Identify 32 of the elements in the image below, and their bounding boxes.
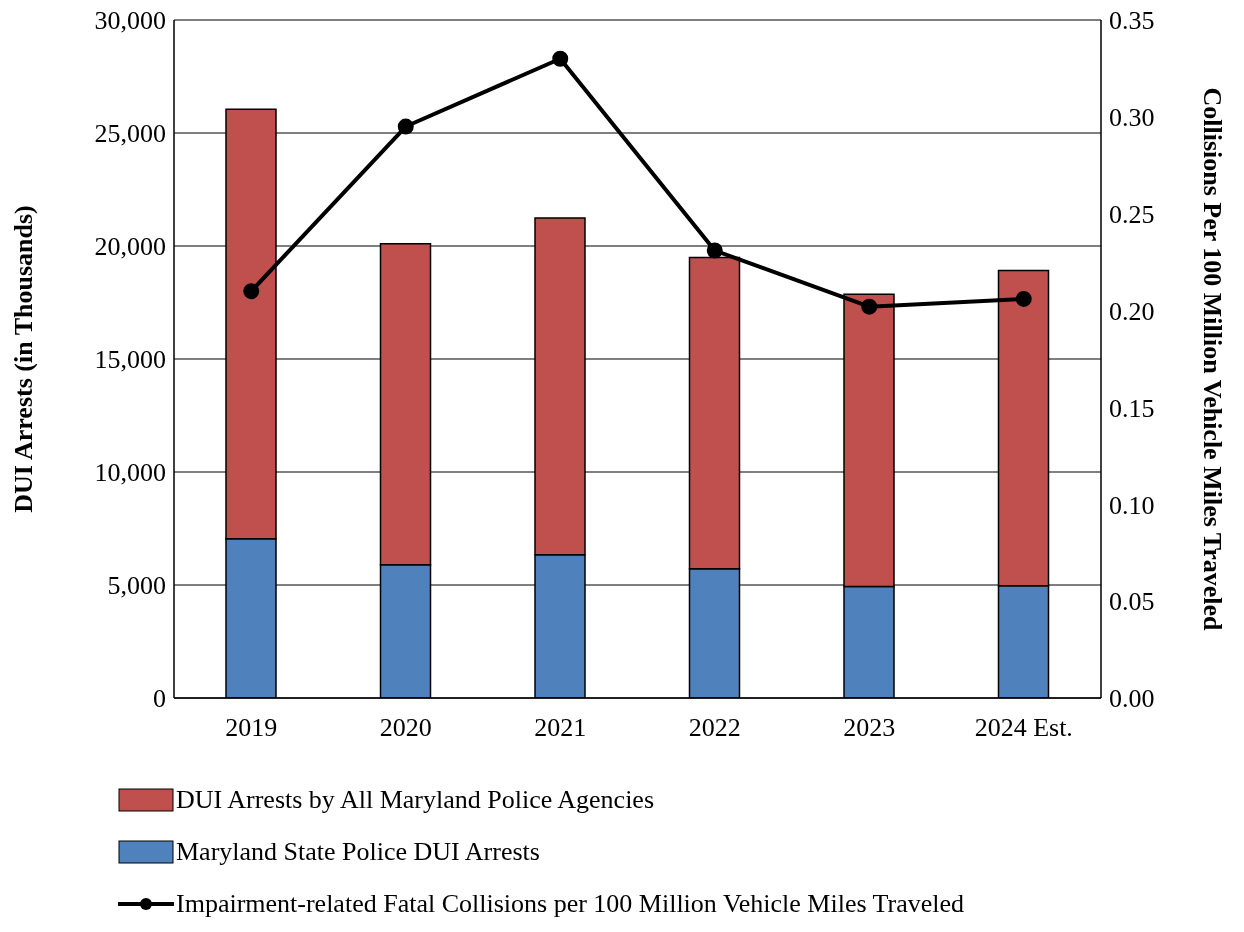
y-tick-label: 20,000	[94, 232, 166, 262]
y-tick-label: 30,000	[94, 6, 166, 36]
y2-tick-label: 0.00	[1109, 684, 1155, 714]
point	[243, 283, 260, 300]
y-axis-title: DUI Arrests (in Thousands)	[9, 205, 39, 513]
y-tick-label: 10,000	[94, 458, 166, 488]
point	[552, 50, 569, 67]
legend-label: DUI Arrests by All Maryland Police Agencies	[176, 785, 655, 815]
x-tick-label: 2024 Est.	[974, 713, 1073, 743]
y2-axis-title: Collisions Per 100 Million Vehicle Miles Traveled	[1197, 87, 1227, 632]
y-tick-label: 15,000	[94, 345, 166, 375]
y2-tick-label: 0.35	[1109, 6, 1155, 36]
x-tick-label: 2019	[225, 713, 278, 743]
legend-label: Maryland State Police DUI Arrests	[176, 837, 540, 867]
x-tick-label: 2021	[534, 713, 587, 743]
point	[706, 242, 723, 259]
y2-tick-label: 0.05	[1109, 587, 1155, 617]
x-tick-label: 2020	[379, 713, 432, 743]
x-tick-label: 2023	[843, 713, 896, 743]
y-tick-label: 0	[153, 684, 166, 714]
legend-label: Impairment-related Fatal Collisions per 100 Million Vehicle Miles Traveled	[176, 889, 965, 919]
y2-tick-label: 0.10	[1109, 490, 1155, 520]
y2-tick-label: 0.20	[1109, 296, 1155, 326]
point	[861, 298, 878, 315]
y-tick-label: 25,000	[94, 119, 166, 149]
point	[397, 118, 414, 135]
y2-tick-label: 0.15	[1109, 393, 1155, 423]
point	[1015, 290, 1032, 307]
y2-tick-label: 0.30	[1109, 103, 1155, 133]
x-tick-label: 2022	[688, 713, 741, 743]
y2-tick-label: 0.25	[1109, 199, 1155, 229]
y-tick-label: 5,000	[107, 571, 166, 601]
